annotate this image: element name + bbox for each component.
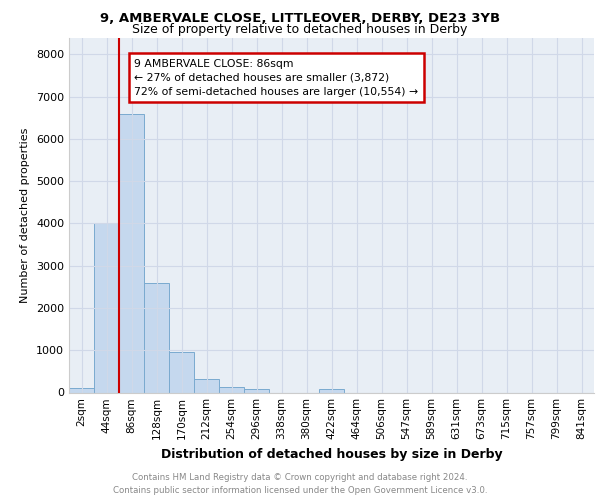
Bar <box>194 378 219 392</box>
Y-axis label: Number of detached properties: Number of detached properties <box>20 128 31 302</box>
Bar <box>94 224 119 392</box>
Bar <box>144 282 169 393</box>
Bar <box>244 389 269 392</box>
Text: Size of property relative to detached houses in Derby: Size of property relative to detached ho… <box>133 22 467 36</box>
X-axis label: Distribution of detached houses by size in Derby: Distribution of detached houses by size … <box>161 448 502 461</box>
Bar <box>169 352 194 393</box>
Bar <box>119 114 144 392</box>
Bar <box>319 389 344 392</box>
Bar <box>69 388 94 392</box>
Bar <box>219 388 244 392</box>
Text: 9 AMBERVALE CLOSE: 86sqm
← 27% of detached houses are smaller (3,872)
72% of sem: 9 AMBERVALE CLOSE: 86sqm ← 27% of detach… <box>134 58 418 96</box>
Text: Contains HM Land Registry data © Crown copyright and database right 2024.
Contai: Contains HM Land Registry data © Crown c… <box>113 473 487 495</box>
Text: 9, AMBERVALE CLOSE, LITTLEOVER, DERBY, DE23 3YB: 9, AMBERVALE CLOSE, LITTLEOVER, DERBY, D… <box>100 12 500 26</box>
